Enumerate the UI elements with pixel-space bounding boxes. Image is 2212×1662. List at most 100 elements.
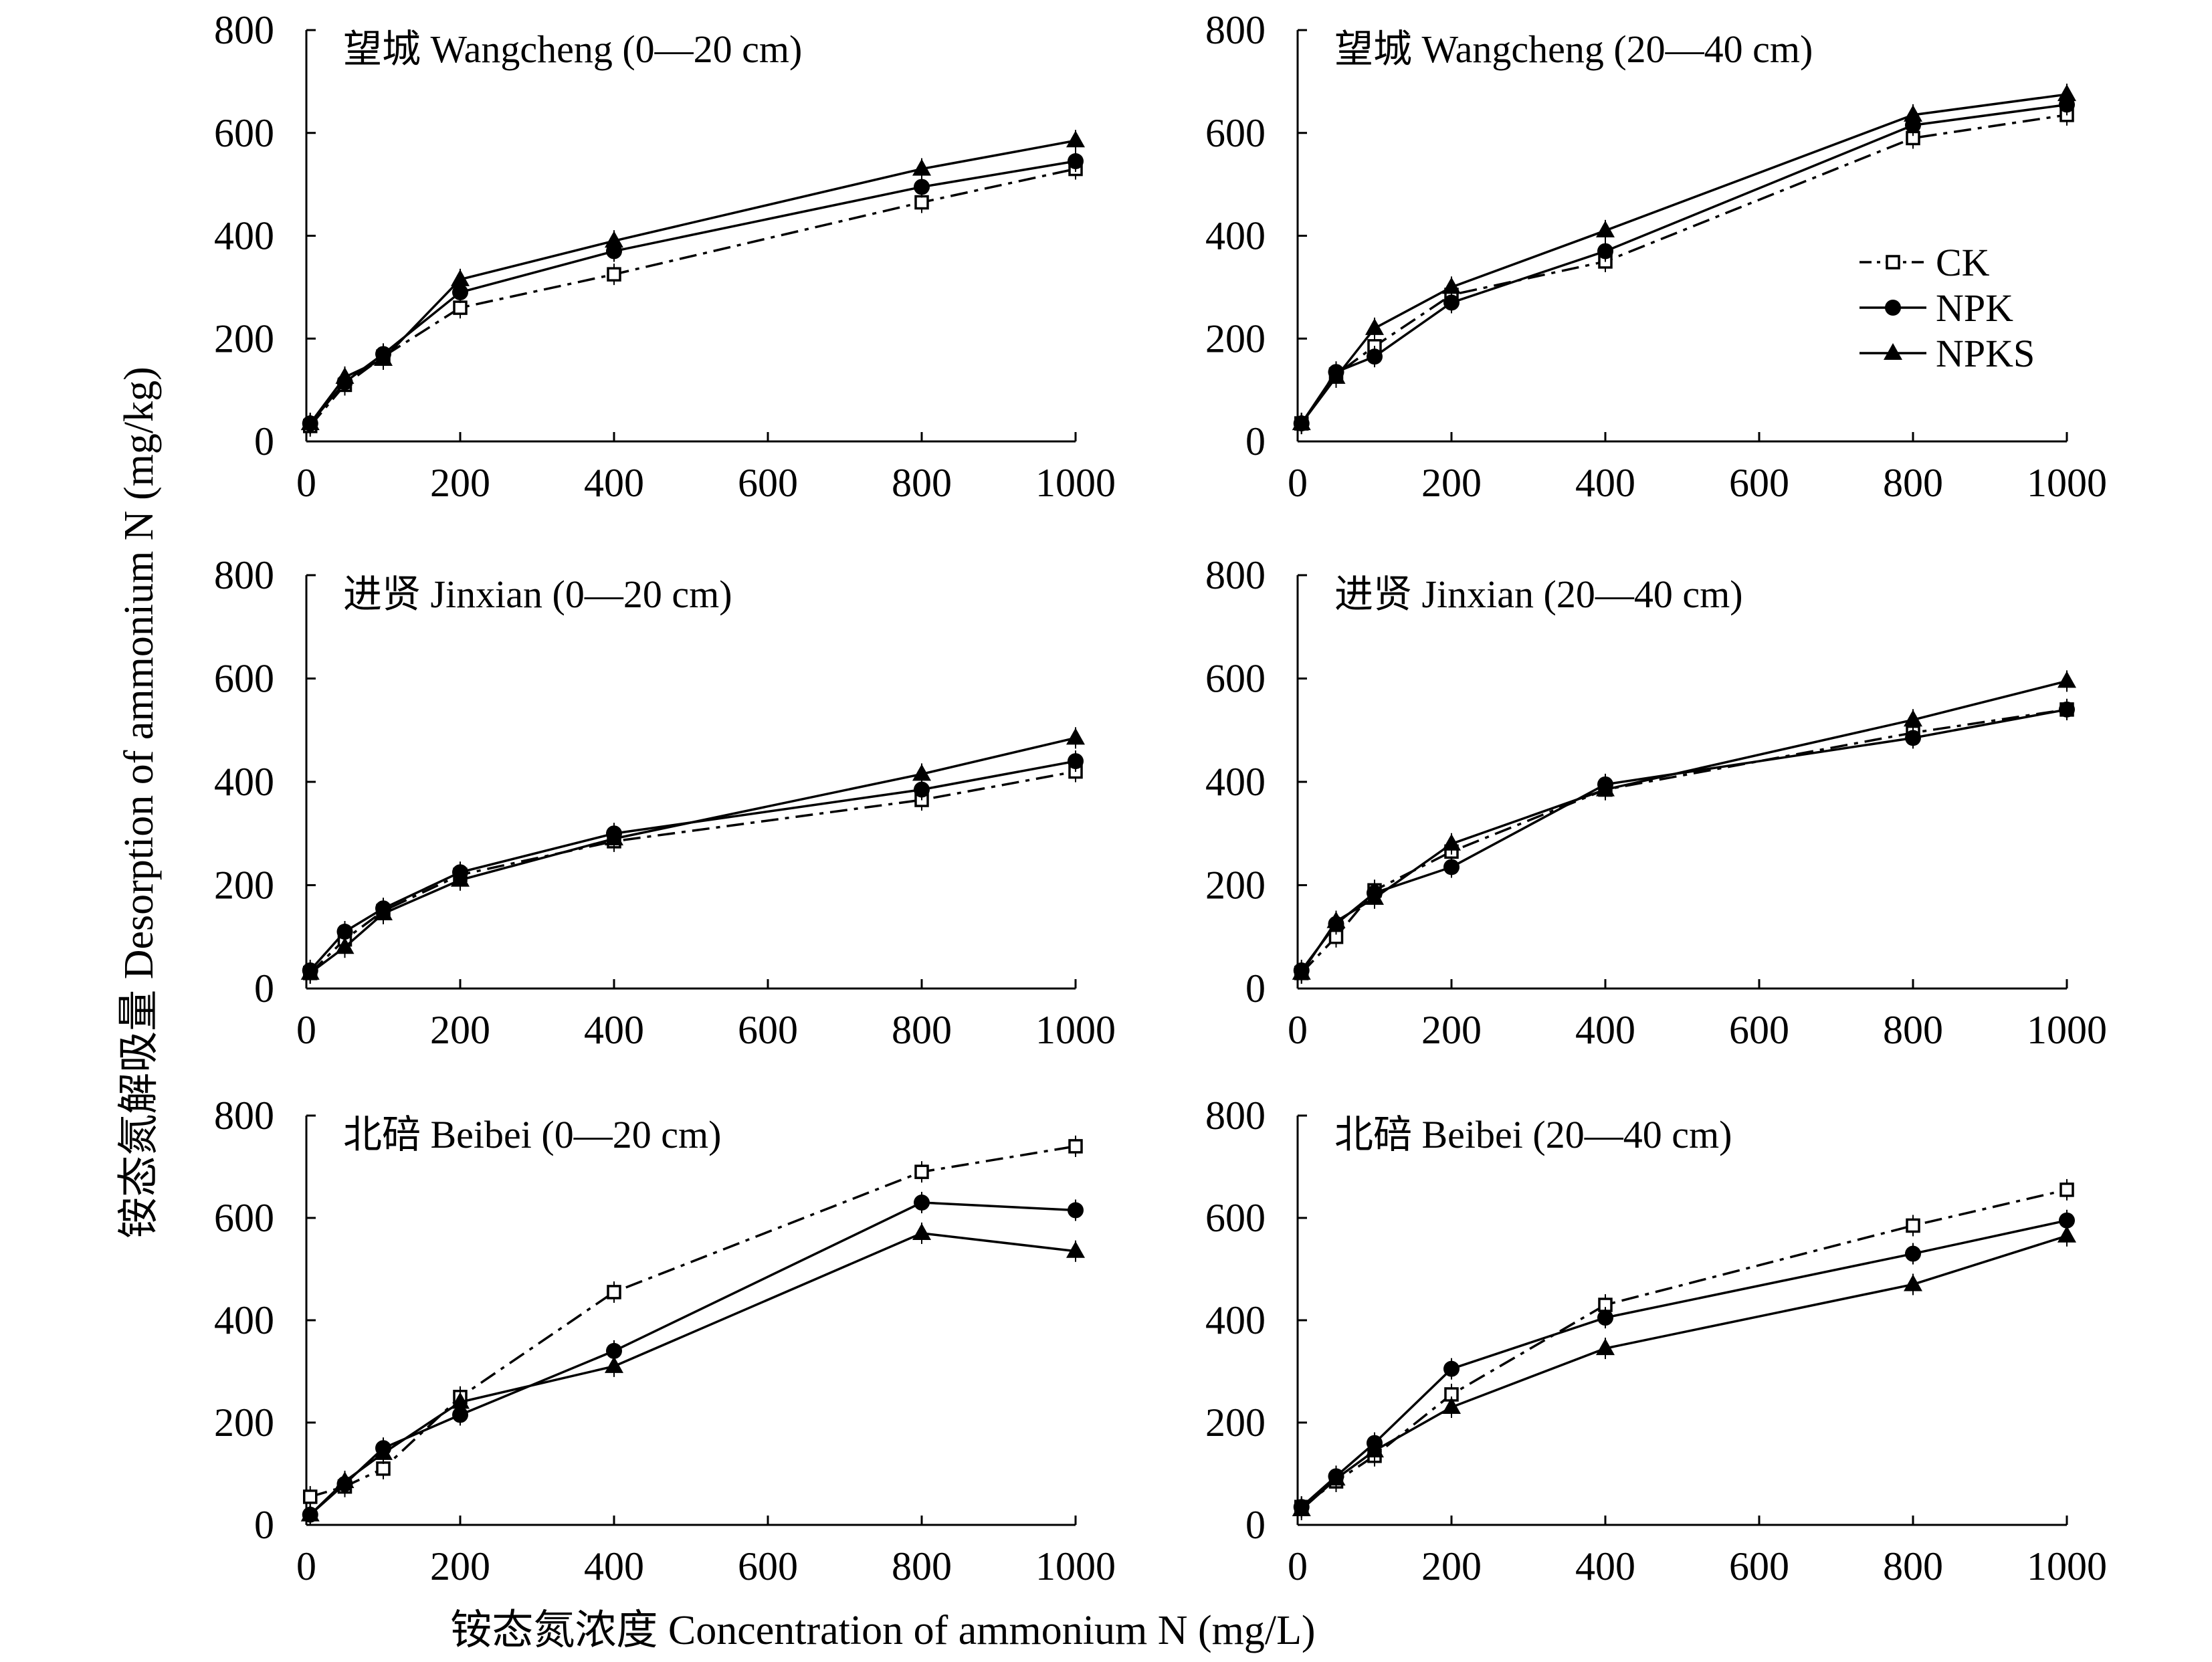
y-tick-label: 600 <box>1205 657 1266 701</box>
panel-title: 北碚 Beibei (0—20 cm) <box>343 1113 721 1156</box>
x-tick-label: 200 <box>430 461 490 505</box>
series-line-npks <box>309 736 1076 974</box>
x-tick-label: 0 <box>296 1008 316 1052</box>
x-tick-label: 600 <box>1729 1544 1789 1588</box>
y-tick-label: 0 <box>254 966 274 1011</box>
x-tick-label: 400 <box>1575 1544 1635 1588</box>
legend-label: CK <box>1936 241 1990 284</box>
y-tick-label: 400 <box>1205 1298 1266 1342</box>
x-tick-label: 400 <box>584 461 644 505</box>
y-tick-label: 200 <box>1205 863 1266 908</box>
data-point-npk <box>1905 730 1921 746</box>
x-tick-label: 1000 <box>1035 1008 1116 1052</box>
legend-marker <box>1884 343 1902 360</box>
data-point-npks <box>1904 104 1922 122</box>
data-point-npks <box>605 231 623 248</box>
panel-title: 进贤 Jinxian (0—20 cm) <box>343 573 732 616</box>
x-tick-label: 0 <box>296 461 316 505</box>
series-line-ck <box>309 167 1076 427</box>
y-tick-label: 400 <box>214 1298 274 1342</box>
data-point-ck <box>607 267 621 282</box>
legend-label: NPKS <box>1936 332 2035 375</box>
data-point-npks <box>1596 1338 1615 1356</box>
data-point-ck <box>1068 1139 1083 1154</box>
data-point-npks <box>335 937 355 954</box>
data-point-npks <box>1066 1241 1085 1258</box>
y-tick-label: 400 <box>214 214 274 258</box>
y-tick-label: 600 <box>214 657 274 701</box>
data-point-npks <box>1365 1441 1384 1458</box>
x-tick-label: 200 <box>1421 1544 1482 1588</box>
data-point-npks <box>605 1356 623 1373</box>
x-tick-label: 1000 <box>2027 1008 2107 1052</box>
y-tick-label: 0 <box>1245 966 1266 1011</box>
x-tick-label: 600 <box>738 1008 798 1052</box>
y-tick-label: 400 <box>214 760 274 804</box>
panel-title: 望城 Wangcheng (0—20 cm) <box>343 27 802 71</box>
y-tick-label: 0 <box>1245 1503 1266 1547</box>
chart-panel-2: 0 200 400 600 800 0 200 400 600 800 1000 望城 Wangche… <box>1205 8 2107 505</box>
data-point-npk <box>606 1342 622 1359</box>
series-line-npks <box>1300 680 2068 974</box>
data-point-npks <box>2057 671 2076 688</box>
x-tick-label: 1000 <box>2027 1544 2107 1588</box>
x-tick-label: 200 <box>430 1544 490 1588</box>
x-tick-label: 800 <box>1883 1544 1943 1588</box>
data-point-npk <box>1905 1245 1921 1262</box>
data-point-npks <box>1292 1499 1311 1517</box>
y-tick-label: 800 <box>214 553 274 597</box>
series-line-npk <box>309 1201 1076 1516</box>
x-tick-label: 1000 <box>1035 461 1116 505</box>
data-point-npks <box>2057 84 2076 102</box>
y-tick-label: 600 <box>214 111 274 155</box>
x-tick-label: 200 <box>1421 1008 1482 1052</box>
data-point-ck <box>303 1489 318 1504</box>
y-tick-label: 200 <box>214 316 274 360</box>
data-point-npks <box>374 903 393 920</box>
x-tick-label: 400 <box>1575 461 1635 505</box>
data-point-npk <box>2059 1212 2075 1229</box>
data-point-npk <box>914 1194 930 1211</box>
data-point-npks <box>374 349 393 366</box>
data-point-npk <box>1068 753 1084 770</box>
x-tick-label: 600 <box>1729 1008 1789 1052</box>
x-tick-label: 800 <box>1883 461 1943 505</box>
data-point-ck <box>376 1461 391 1476</box>
series-line-npk <box>309 160 1076 425</box>
data-point-npks <box>912 159 931 176</box>
data-point-npk <box>1597 243 1613 259</box>
x-axis-title: 铵态氮浓度 Concentration of ammonium N (mg/L) <box>450 1608 1315 1653</box>
x-tick-label: 800 <box>1883 1008 1943 1052</box>
data-point-npks <box>1596 779 1615 797</box>
x-tick-label: 400 <box>1575 1008 1635 1052</box>
panel-title: 进贤 Jinxian (20—40 cm) <box>1334 573 1743 616</box>
data-point-npks <box>1442 1397 1461 1415</box>
series-line-npks <box>309 1232 1076 1516</box>
x-tick-label: 600 <box>1729 461 1789 505</box>
series-line-ck <box>1300 708 2068 974</box>
x-tick-label: 0 <box>1288 1008 1308 1052</box>
data-point-npk <box>1367 348 1383 365</box>
y-tick-label: 400 <box>1205 760 1266 804</box>
legend-item-ck: CK <box>1859 241 1990 284</box>
x-tick-label: 600 <box>738 461 798 505</box>
data-point-npks <box>300 962 320 980</box>
legend-item-npk: NPK <box>1859 286 2013 330</box>
x-tick-label: 400 <box>584 1008 644 1052</box>
data-point-npk <box>336 924 353 940</box>
data-point-npk <box>1443 859 1460 875</box>
y-tick-label: 600 <box>214 1196 274 1240</box>
data-point-npks <box>1292 962 1311 980</box>
y-tick-label: 600 <box>1205 1196 1266 1240</box>
y-tick-label: 0 <box>1245 419 1266 463</box>
y-tick-label: 0 <box>254 419 274 463</box>
data-point-npk <box>1443 294 1460 311</box>
x-tick-label: 0 <box>1288 1544 1308 1588</box>
y-tick-label: 800 <box>1205 553 1266 597</box>
y-tick-label: 200 <box>214 863 274 908</box>
data-point-npks <box>1326 911 1346 928</box>
y-tick-label: 800 <box>1205 8 1266 52</box>
data-point-npks <box>1442 833 1461 851</box>
series-line-npks <box>309 139 1076 425</box>
